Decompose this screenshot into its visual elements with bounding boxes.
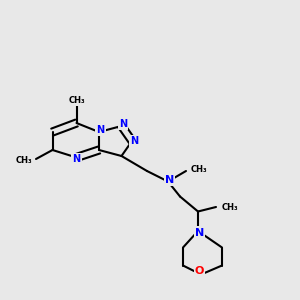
Text: N: N [165, 175, 174, 185]
Text: N: N [195, 227, 204, 238]
Text: O: O [195, 266, 204, 277]
Text: N: N [72, 154, 81, 164]
Text: N: N [130, 136, 139, 146]
Text: CH₃: CH₃ [222, 202, 238, 211]
Text: CH₃: CH₃ [68, 96, 85, 105]
Text: N: N [96, 125, 105, 136]
Text: CH₃: CH₃ [16, 156, 32, 165]
Text: N: N [119, 118, 127, 129]
Text: CH₃: CH₃ [190, 165, 207, 174]
